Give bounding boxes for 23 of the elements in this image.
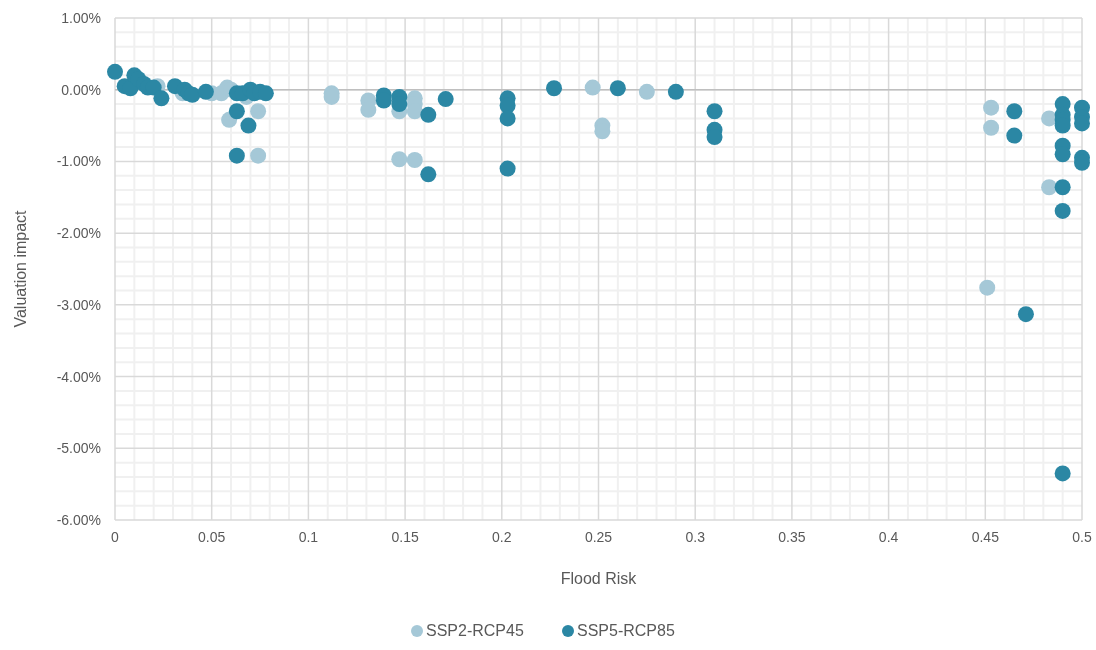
- x-tick-label: 0.35: [778, 529, 806, 545]
- y-tick-label: -5.00%: [56, 440, 101, 457]
- x-tick-label: 0.25: [584, 529, 613, 545]
- y-tick-label: 1.00%: [61, 10, 101, 26]
- y-tick-label: 0.00%: [61, 81, 101, 98]
- x-tick-label: 0.05: [198, 529, 226, 545]
- y-tick-label: -6.00%: [56, 512, 101, 528]
- x-tick-label: 0.3: [685, 529, 706, 545]
- y-tick-label: -3.00%: [56, 296, 101, 313]
- legend-label: SSP2-RCP45: [426, 622, 524, 639]
- x-tick-label: 0.1: [298, 529, 319, 545]
- x-tick-label: 0: [111, 529, 120, 545]
- x-tick-label: 0.15: [391, 529, 419, 545]
- y-tick-label: -1.00%: [56, 153, 101, 170]
- x-tick-label: 0.2: [492, 529, 512, 545]
- y-tick-label: -2.00%: [56, 225, 101, 242]
- x-tick-label: 0.45: [971, 529, 1000, 545]
- y-tick-label: -4.00%: [56, 368, 101, 385]
- x-tick-label: 0.4: [878, 529, 899, 545]
- y-axis-title: Valuation impact: [12, 209, 29, 328]
- x-tick-label: 0.5: [1072, 529, 1092, 545]
- legend-label: SSP5-RCP85: [577, 622, 675, 639]
- x-axis-title: Flood Risk: [560, 570, 638, 587]
